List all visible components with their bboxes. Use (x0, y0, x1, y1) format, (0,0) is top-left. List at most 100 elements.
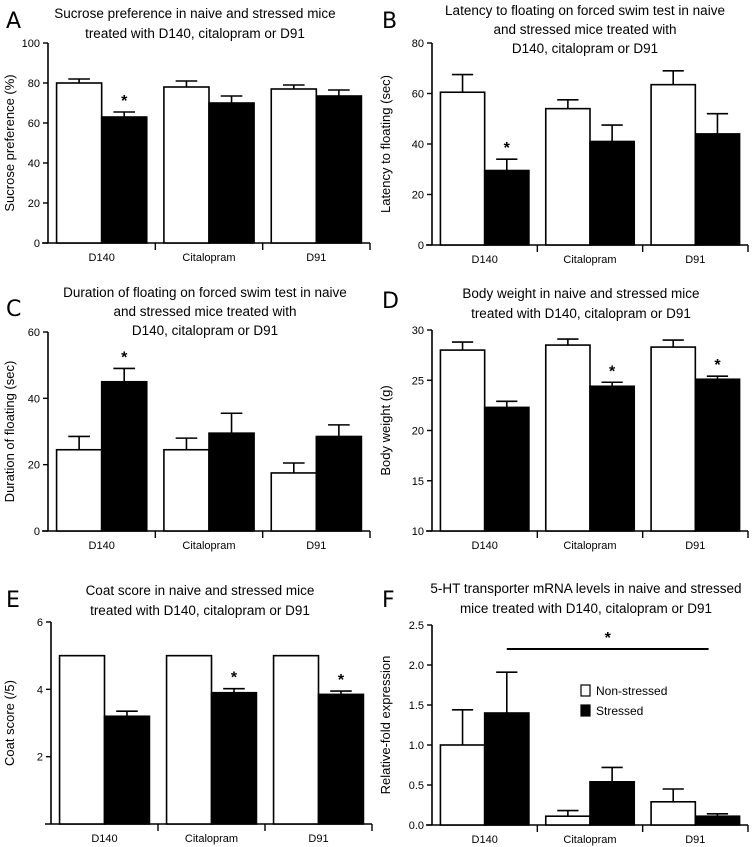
x-category-label: D91 (685, 254, 705, 266)
y-tick-label: 0.0 (409, 820, 424, 832)
bar-non-stressed-d140 (55, 82, 103, 244)
panel-a: A Sucrose preference in naive and stresse… (0, 0, 376, 280)
x-category-label: Citalopram (182, 540, 235, 552)
panel-b: B Latency to floating on forced swim test… (376, 0, 753, 280)
bar-stressed-d140 (483, 712, 530, 826)
chart-panel-e: E Coat score in naive and stressed mice tr… (2, 583, 373, 845)
x-category-label: Citalopram (563, 254, 616, 266)
bar-non-stressed-d91 (650, 801, 697, 826)
significance-star: * (231, 670, 238, 687)
chart-panel-b: B Latency to floating on forced swim test… (378, 3, 749, 266)
chart-title-line: Coat score in naive and stressed mice (86, 583, 315, 598)
chart-title-line: Duration of floating on forced swim test… (63, 285, 347, 300)
y-axis-label: Latency to floating (sec) (378, 75, 393, 213)
chart-title-line: D140, citalopram or D91 (132, 323, 278, 338)
y-axis-label: Coat score (/5) (2, 680, 17, 766)
y-tick-label: 2 (37, 752, 43, 764)
y-tick-label: 1.5 (409, 700, 424, 712)
y-tick-label: 20 (28, 198, 40, 210)
significance-star: * (609, 363, 616, 380)
significance-star: * (605, 630, 612, 647)
bar-non-stressed-citalopram (544, 344, 591, 532)
x-category-label: Citalopram (182, 252, 235, 264)
y-tick-label: 40 (28, 158, 40, 170)
y-tick-label: 40 (412, 139, 424, 151)
bar-non-stressed-citalopram (544, 107, 591, 246)
y-axis-label: Body weight (g) (378, 385, 393, 475)
bar-stressed-d140 (100, 380, 148, 532)
chart-title-line: and stressed mice treated with (113, 304, 296, 319)
y-tick-label: 80 (412, 38, 424, 50)
chart-title-line: and stressed mice treated with (493, 22, 676, 37)
x-category-label: D140 (472, 834, 498, 846)
panel-letter: D (382, 289, 399, 314)
y-tick-label: 20 (28, 460, 40, 472)
panel-f: F 5-HT transporter mRNA levels in naive a… (376, 555, 753, 847)
bar-non-stressed-d140 (58, 654, 106, 825)
panel-e: E Coat score in naive and stressed mice tr… (0, 555, 376, 847)
bar-stressed-d91 (317, 693, 365, 825)
chart-panel-a: A Sucrose preference in naive and stresse… (2, 6, 371, 264)
chart-title-line: Sucrose preference in naive and stressed… (54, 6, 335, 21)
bar-non-stressed-d140 (439, 91, 486, 246)
panel-letter: F (382, 588, 395, 613)
bar-non-stressed-d91 (650, 346, 697, 532)
y-tick-label: 4 (37, 684, 43, 696)
bar-non-stressed-d140 (439, 744, 486, 826)
y-tick-label: 0 (34, 238, 40, 250)
x-category-label: D140 (472, 254, 498, 266)
chart-title-line: treated with D140, citalopram or D91 (471, 306, 691, 321)
bar-stressed-d91 (694, 378, 741, 532)
y-tick-label: 10 (412, 526, 424, 538)
x-category-label: D91 (685, 834, 705, 846)
x-category-label: D91 (685, 540, 705, 552)
chart-title-line: Body weight in naive and stressed mice (462, 286, 699, 301)
x-category-label: D91 (306, 540, 326, 552)
chart-panel-f: F 5-HT transporter mRNA levels in naive a… (378, 581, 749, 846)
x-category-label: Citalopram (185, 833, 238, 845)
x-category-label: D140 (89, 252, 115, 264)
panel-letter: B (382, 9, 397, 34)
bar-non-stressed-d91 (270, 472, 318, 532)
y-tick-label: 80 (28, 78, 40, 90)
x-category-label: D91 (308, 833, 328, 845)
bar-non-stressed-citalopram (165, 654, 213, 825)
y-tick-label: 40 (28, 393, 40, 405)
panel-d: D Body weight in naive and stressed mice t… (376, 280, 753, 560)
y-tick-label: 20 (412, 426, 424, 438)
chart-panel-c: C Duration of floating on forced swim tes… (2, 285, 371, 552)
y-tick-label: 0.5 (409, 780, 424, 792)
panel-letter: A (6, 9, 21, 34)
y-tick-label: 2.0 (409, 660, 424, 672)
y-tick-label: 6 (37, 617, 43, 629)
bar-stressed-citalopram (589, 781, 636, 826)
bar-non-stressed-citalopram (163, 86, 210, 244)
x-category-label: Citalopram (563, 834, 616, 846)
significance-star: * (714, 357, 721, 374)
x-category-label: D140 (472, 540, 498, 552)
chart-title-line: mice treated with D140, citalopram or D9… (460, 601, 712, 616)
bar-stressed-citalopram (208, 102, 255, 244)
panel-letter: E (6, 588, 20, 613)
bar-stressed-d91 (694, 133, 741, 246)
y-tick-label: 60 (28, 327, 40, 339)
bar-stressed-d140 (103, 715, 151, 825)
y-tick-label: 2.5 (409, 620, 424, 632)
y-tick-label: 0 (418, 240, 424, 252)
y-tick-label: 100 (22, 38, 40, 50)
bar-stressed-d91 (315, 95, 363, 244)
y-tick-label: 0 (34, 526, 40, 538)
bar-stressed-citalopram (208, 432, 255, 532)
chart-title-line: treated with D140, citalopram or D91 (90, 603, 310, 618)
y-tick-label: 30 (412, 325, 424, 337)
legend-swatch-non-stressed (580, 684, 591, 697)
bar-stressed-citalopram (589, 385, 636, 532)
y-tick-label: 15 (412, 476, 424, 488)
y-axis-label: Sucrose preference (%) (2, 74, 17, 211)
chart-title-line: 5-HT transporter mRNA levels in naive an… (430, 581, 741, 596)
bar-stressed-d91 (694, 815, 741, 826)
bar-non-stressed-citalopram (544, 815, 591, 826)
panel-letter: C (6, 297, 21, 322)
bar-stressed-d91 (315, 435, 363, 532)
legend-label: Non-stressed (596, 684, 667, 698)
